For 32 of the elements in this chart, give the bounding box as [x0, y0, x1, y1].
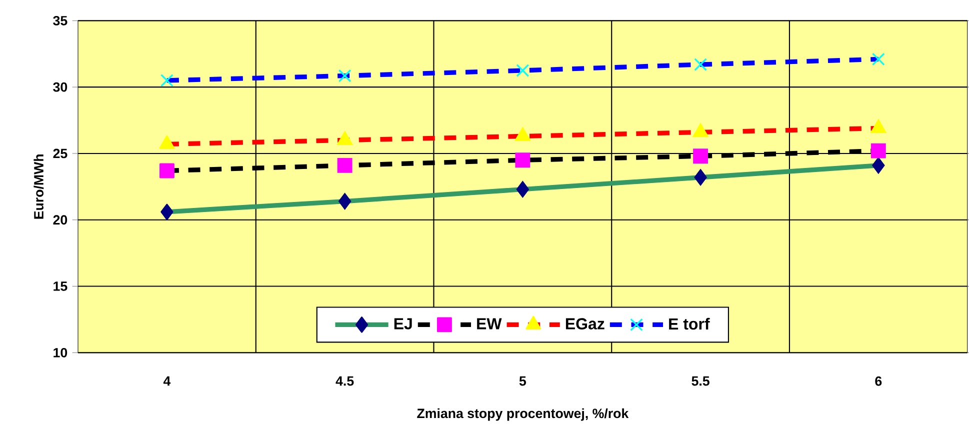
y-tick-label: 20 — [53, 215, 68, 225]
x-tick-label: 4.5 — [336, 376, 354, 386]
x-tick-label: 5.5 — [692, 376, 710, 386]
x-tick-label: 5 — [519, 376, 526, 386]
y-tick-label: 15 — [54, 282, 68, 291]
point — [872, 157, 885, 174]
point — [160, 74, 174, 87]
y-tick-label: 30 — [53, 82, 68, 92]
point — [515, 152, 530, 168]
y-tick-label: 10 — [54, 348, 68, 358]
point — [159, 163, 174, 178]
legend-label: E torf — [669, 318, 710, 330]
y-tick-label: 35 — [53, 16, 68, 26]
point — [870, 143, 886, 158]
point — [338, 69, 352, 82]
point — [694, 58, 707, 71]
point — [872, 52, 885, 66]
x-tick-label: 4 — [163, 376, 171, 386]
legend-label: EJ — [394, 318, 412, 330]
x-axis-title: Zmiana stopy procentowej, %/rok — [417, 408, 629, 421]
point — [160, 204, 174, 220]
point — [693, 148, 708, 164]
point — [694, 169, 707, 186]
point — [337, 158, 352, 173]
point — [516, 64, 530, 77]
point — [516, 181, 529, 198]
y-axis-title: Euro/MWh — [34, 154, 44, 219]
legend-label: EW — [477, 318, 502, 330]
x-tick-label: 6 — [875, 376, 882, 386]
point — [338, 193, 352, 210]
y-tick-label: 25 — [53, 148, 68, 158]
legend-label: EGaz — [566, 318, 604, 330]
